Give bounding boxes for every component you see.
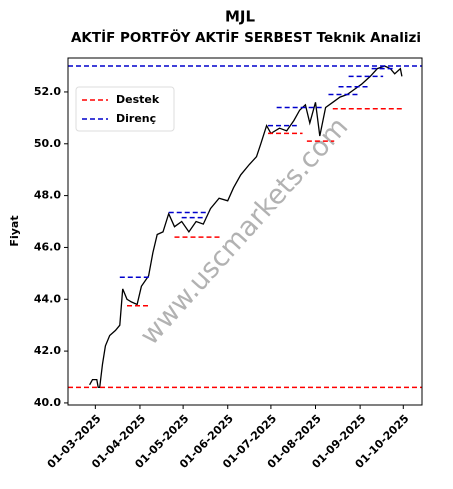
legend-label: Destek <box>116 93 160 106</box>
y-tick-label: 44.0 <box>34 292 61 305</box>
plot-frame <box>67 57 423 406</box>
legend-label: Direnç <box>116 112 156 125</box>
y-tick-label: 40.0 <box>34 396 61 409</box>
chart-subtitle: AKTİF PORTFÖY AKTİF SERBEST Teknik Anali… <box>71 28 421 46</box>
y-tick-label: 52.0 <box>34 85 61 98</box>
watermark: www.uscmarkets.com <box>134 112 354 352</box>
y-tick-label: 42.0 <box>34 344 61 357</box>
y-axis-label: Fiyat <box>8 215 21 246</box>
y-tick-label: 46.0 <box>34 240 61 253</box>
legend-box <box>75 86 175 132</box>
y-tick-label: 48.0 <box>34 189 61 202</box>
chart-title: MJL <box>225 8 256 26</box>
y-tick-label: 50.0 <box>34 137 61 150</box>
